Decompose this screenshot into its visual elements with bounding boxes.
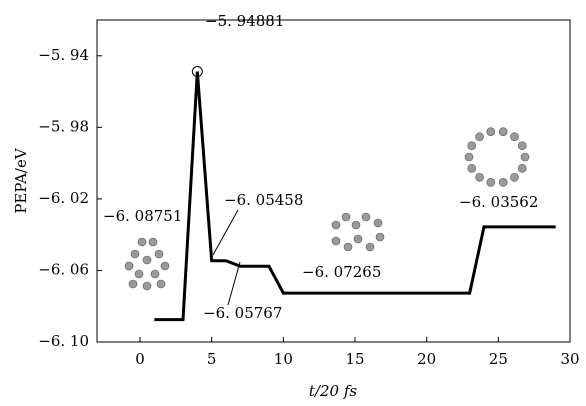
y-tick-label: −5. 94 <box>38 46 89 64</box>
x-tick-label: 20 <box>417 350 436 368</box>
data-label: −6. 07265 <box>302 263 381 281</box>
data-label: −6. 05767 <box>203 304 282 322</box>
x-tick-label: 10 <box>274 350 293 368</box>
y-tick-label: −6. 06 <box>38 260 89 278</box>
atom <box>499 178 507 186</box>
x-tick-label: 15 <box>345 350 364 368</box>
atom <box>499 128 507 136</box>
data-label: −6. 05458 <box>224 191 303 209</box>
leader-line <box>228 262 240 305</box>
y-tick-label: −6. 10 <box>38 332 89 350</box>
y-tick-label: −5. 98 <box>38 117 89 135</box>
x-tick-label: 5 <box>207 350 217 368</box>
x-tick-label: 30 <box>560 350 579 368</box>
atom <box>518 164 526 172</box>
atom <box>487 178 495 186</box>
atom <box>518 142 526 150</box>
x-tick-label: 0 <box>135 350 145 368</box>
chart: PEPA/eV t/20 fs −6. 10 −6. 06 −6. 02 −5. 98… <box>0 0 586 406</box>
data-label: −6. 03562 <box>459 193 538 211</box>
leader-line <box>213 210 238 255</box>
atom <box>510 173 518 181</box>
y-axis-label: PEPA/eV <box>12 147 30 214</box>
atom <box>487 128 495 136</box>
atom <box>476 173 484 181</box>
atom <box>510 133 518 141</box>
x-axis-label: t/20 fs <box>309 382 357 400</box>
atom <box>521 153 529 161</box>
atom <box>468 164 476 172</box>
x-tick-label: 25 <box>489 350 508 368</box>
atom <box>468 142 476 150</box>
data-label: −5. 94881 <box>205 12 284 30</box>
data-label: −6. 08751 <box>103 207 182 225</box>
atom <box>476 133 484 141</box>
atom <box>465 153 473 161</box>
y-tick-label: −6. 02 <box>38 189 89 207</box>
